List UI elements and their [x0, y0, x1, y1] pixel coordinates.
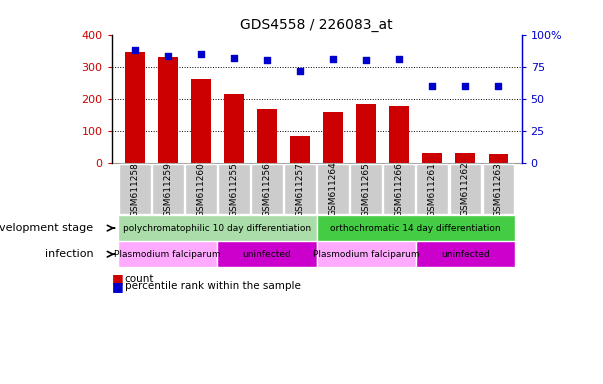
Text: uninfected: uninfected: [242, 250, 291, 259]
Text: GSM611255: GSM611255: [229, 162, 238, 217]
Text: GSM611260: GSM611260: [197, 162, 206, 217]
Bar: [317, 215, 515, 241]
Bar: [350, 164, 382, 214]
Bar: [119, 164, 151, 214]
Text: development stage: development stage: [0, 223, 93, 233]
Text: GSM611256: GSM611256: [262, 162, 271, 217]
Bar: [125, 52, 145, 163]
Title: GDS4558 / 226083_at: GDS4558 / 226083_at: [240, 18, 393, 32]
Point: [196, 51, 206, 57]
Text: GSM611264: GSM611264: [329, 162, 338, 217]
Point: [229, 55, 239, 61]
Point: [130, 47, 139, 53]
Bar: [290, 136, 310, 163]
Text: GSM611259: GSM611259: [163, 162, 172, 217]
Bar: [118, 241, 217, 267]
Text: uninfected: uninfected: [441, 250, 490, 259]
Bar: [356, 104, 376, 163]
Bar: [218, 164, 250, 214]
Bar: [323, 113, 343, 163]
Point: [295, 68, 305, 74]
Text: Plasmodium falciparum: Plasmodium falciparum: [313, 250, 420, 259]
Bar: [217, 241, 317, 267]
Bar: [317, 241, 416, 267]
Text: count: count: [125, 274, 154, 284]
Text: percentile rank within the sample: percentile rank within the sample: [125, 281, 301, 291]
Text: polychromatophilic 10 day differentiation: polychromatophilic 10 day differentiatio…: [123, 223, 311, 233]
Text: GSM611261: GSM611261: [428, 162, 437, 217]
Bar: [158, 57, 178, 163]
Text: GSM611263: GSM611263: [494, 162, 503, 217]
Text: GSM611258: GSM611258: [130, 162, 139, 217]
Bar: [152, 164, 184, 214]
Point: [361, 57, 371, 63]
Bar: [416, 241, 515, 267]
Bar: [449, 164, 481, 214]
Bar: [251, 164, 283, 214]
Point: [262, 57, 272, 63]
Text: GSM611265: GSM611265: [362, 162, 371, 217]
Text: infection: infection: [45, 249, 93, 259]
Text: GSM611262: GSM611262: [461, 162, 470, 217]
Point: [461, 83, 470, 89]
Bar: [482, 164, 514, 214]
Bar: [384, 164, 415, 214]
Point: [428, 83, 437, 89]
Bar: [417, 164, 448, 214]
Text: Plasmodium falciparum: Plasmodium falciparum: [115, 250, 221, 259]
Point: [494, 83, 504, 89]
Bar: [185, 164, 216, 214]
Text: ■: ■: [112, 272, 123, 285]
Point: [328, 56, 338, 62]
Bar: [455, 153, 475, 163]
Bar: [257, 109, 277, 163]
Point: [163, 53, 172, 60]
Text: GSM611266: GSM611266: [395, 162, 404, 217]
Text: ■: ■: [112, 280, 123, 293]
Bar: [191, 79, 211, 163]
Bar: [390, 106, 409, 163]
Bar: [224, 94, 244, 163]
Bar: [118, 215, 317, 241]
Point: [394, 56, 404, 62]
Text: orthochromatic 14 day differentiation: orthochromatic 14 day differentiation: [330, 223, 501, 233]
Bar: [284, 164, 316, 214]
Bar: [488, 154, 508, 163]
Text: GSM611257: GSM611257: [295, 162, 305, 217]
Bar: [317, 164, 349, 214]
Bar: [422, 153, 442, 163]
